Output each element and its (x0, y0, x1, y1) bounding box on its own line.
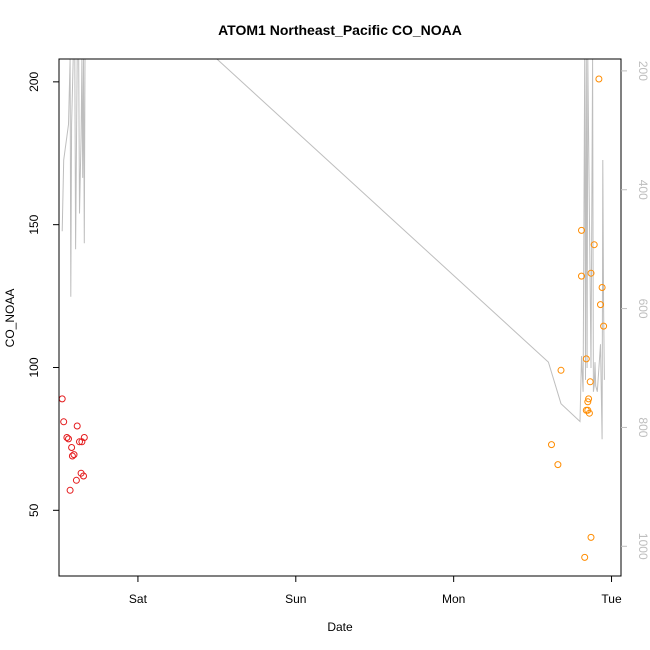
data-point (597, 301, 604, 309)
data-point (585, 395, 593, 403)
data-point (548, 441, 555, 449)
x-tick-label: Tue (601, 592, 622, 606)
y-tick-label: 50 (27, 503, 41, 517)
x-axis-label: Date (327, 620, 353, 634)
y-axis-label: CO_NOAA (3, 289, 17, 348)
data-point (68, 452, 76, 460)
y2-tick-label: 600 (636, 299, 650, 319)
data-point (554, 461, 562, 469)
data-point (80, 434, 88, 441)
x-tick-label: Sun (285, 592, 306, 606)
y-tick-label: 200 (27, 72, 41, 92)
y2-tick-label: 400 (636, 180, 650, 200)
data-point (65, 435, 72, 443)
data-point (590, 241, 598, 249)
y-tick-label: 150 (27, 214, 41, 234)
y2-tick-label: 1000 (636, 533, 650, 560)
data-point (587, 533, 595, 541)
data-point (70, 451, 78, 459)
y-axis: 50 100 150 200 (27, 72, 59, 517)
data-point (584, 398, 592, 406)
y-tick-label: 100 (27, 357, 41, 377)
data-point (598, 284, 606, 291)
data-point (595, 75, 603, 83)
data-point (586, 378, 594, 386)
data-point (585, 409, 593, 417)
chart-title: ATOM1 Northeast_Pacific CO_NOAA (218, 22, 462, 38)
data-point (68, 444, 76, 451)
data-point (582, 355, 590, 363)
data-point (76, 438, 83, 446)
plot-frame (58, 58, 622, 577)
data-point (72, 476, 80, 484)
secondary-line (61, 58, 605, 440)
x-tick-label: Sat (129, 592, 148, 606)
data-point (578, 272, 585, 280)
data-point (80, 472, 87, 480)
data-point (557, 366, 565, 374)
data-point (73, 422, 81, 430)
plot-area (58, 58, 608, 561)
data-point (581, 553, 589, 561)
data-point (60, 418, 68, 426)
y2-tick-label: 200 (636, 61, 650, 81)
x-axis: Sat Sun Mon Tue (129, 576, 622, 606)
data-point (600, 322, 608, 330)
x-tick-label: Mon (442, 592, 465, 606)
data-point (578, 226, 585, 234)
data-point (66, 486, 74, 494)
y2-tick-label: 800 (636, 417, 650, 437)
y2-axis: 200 400 600 800 1000 (621, 61, 650, 560)
data-point (63, 434, 71, 441)
data-point (587, 269, 595, 277)
data-point (58, 395, 66, 403)
